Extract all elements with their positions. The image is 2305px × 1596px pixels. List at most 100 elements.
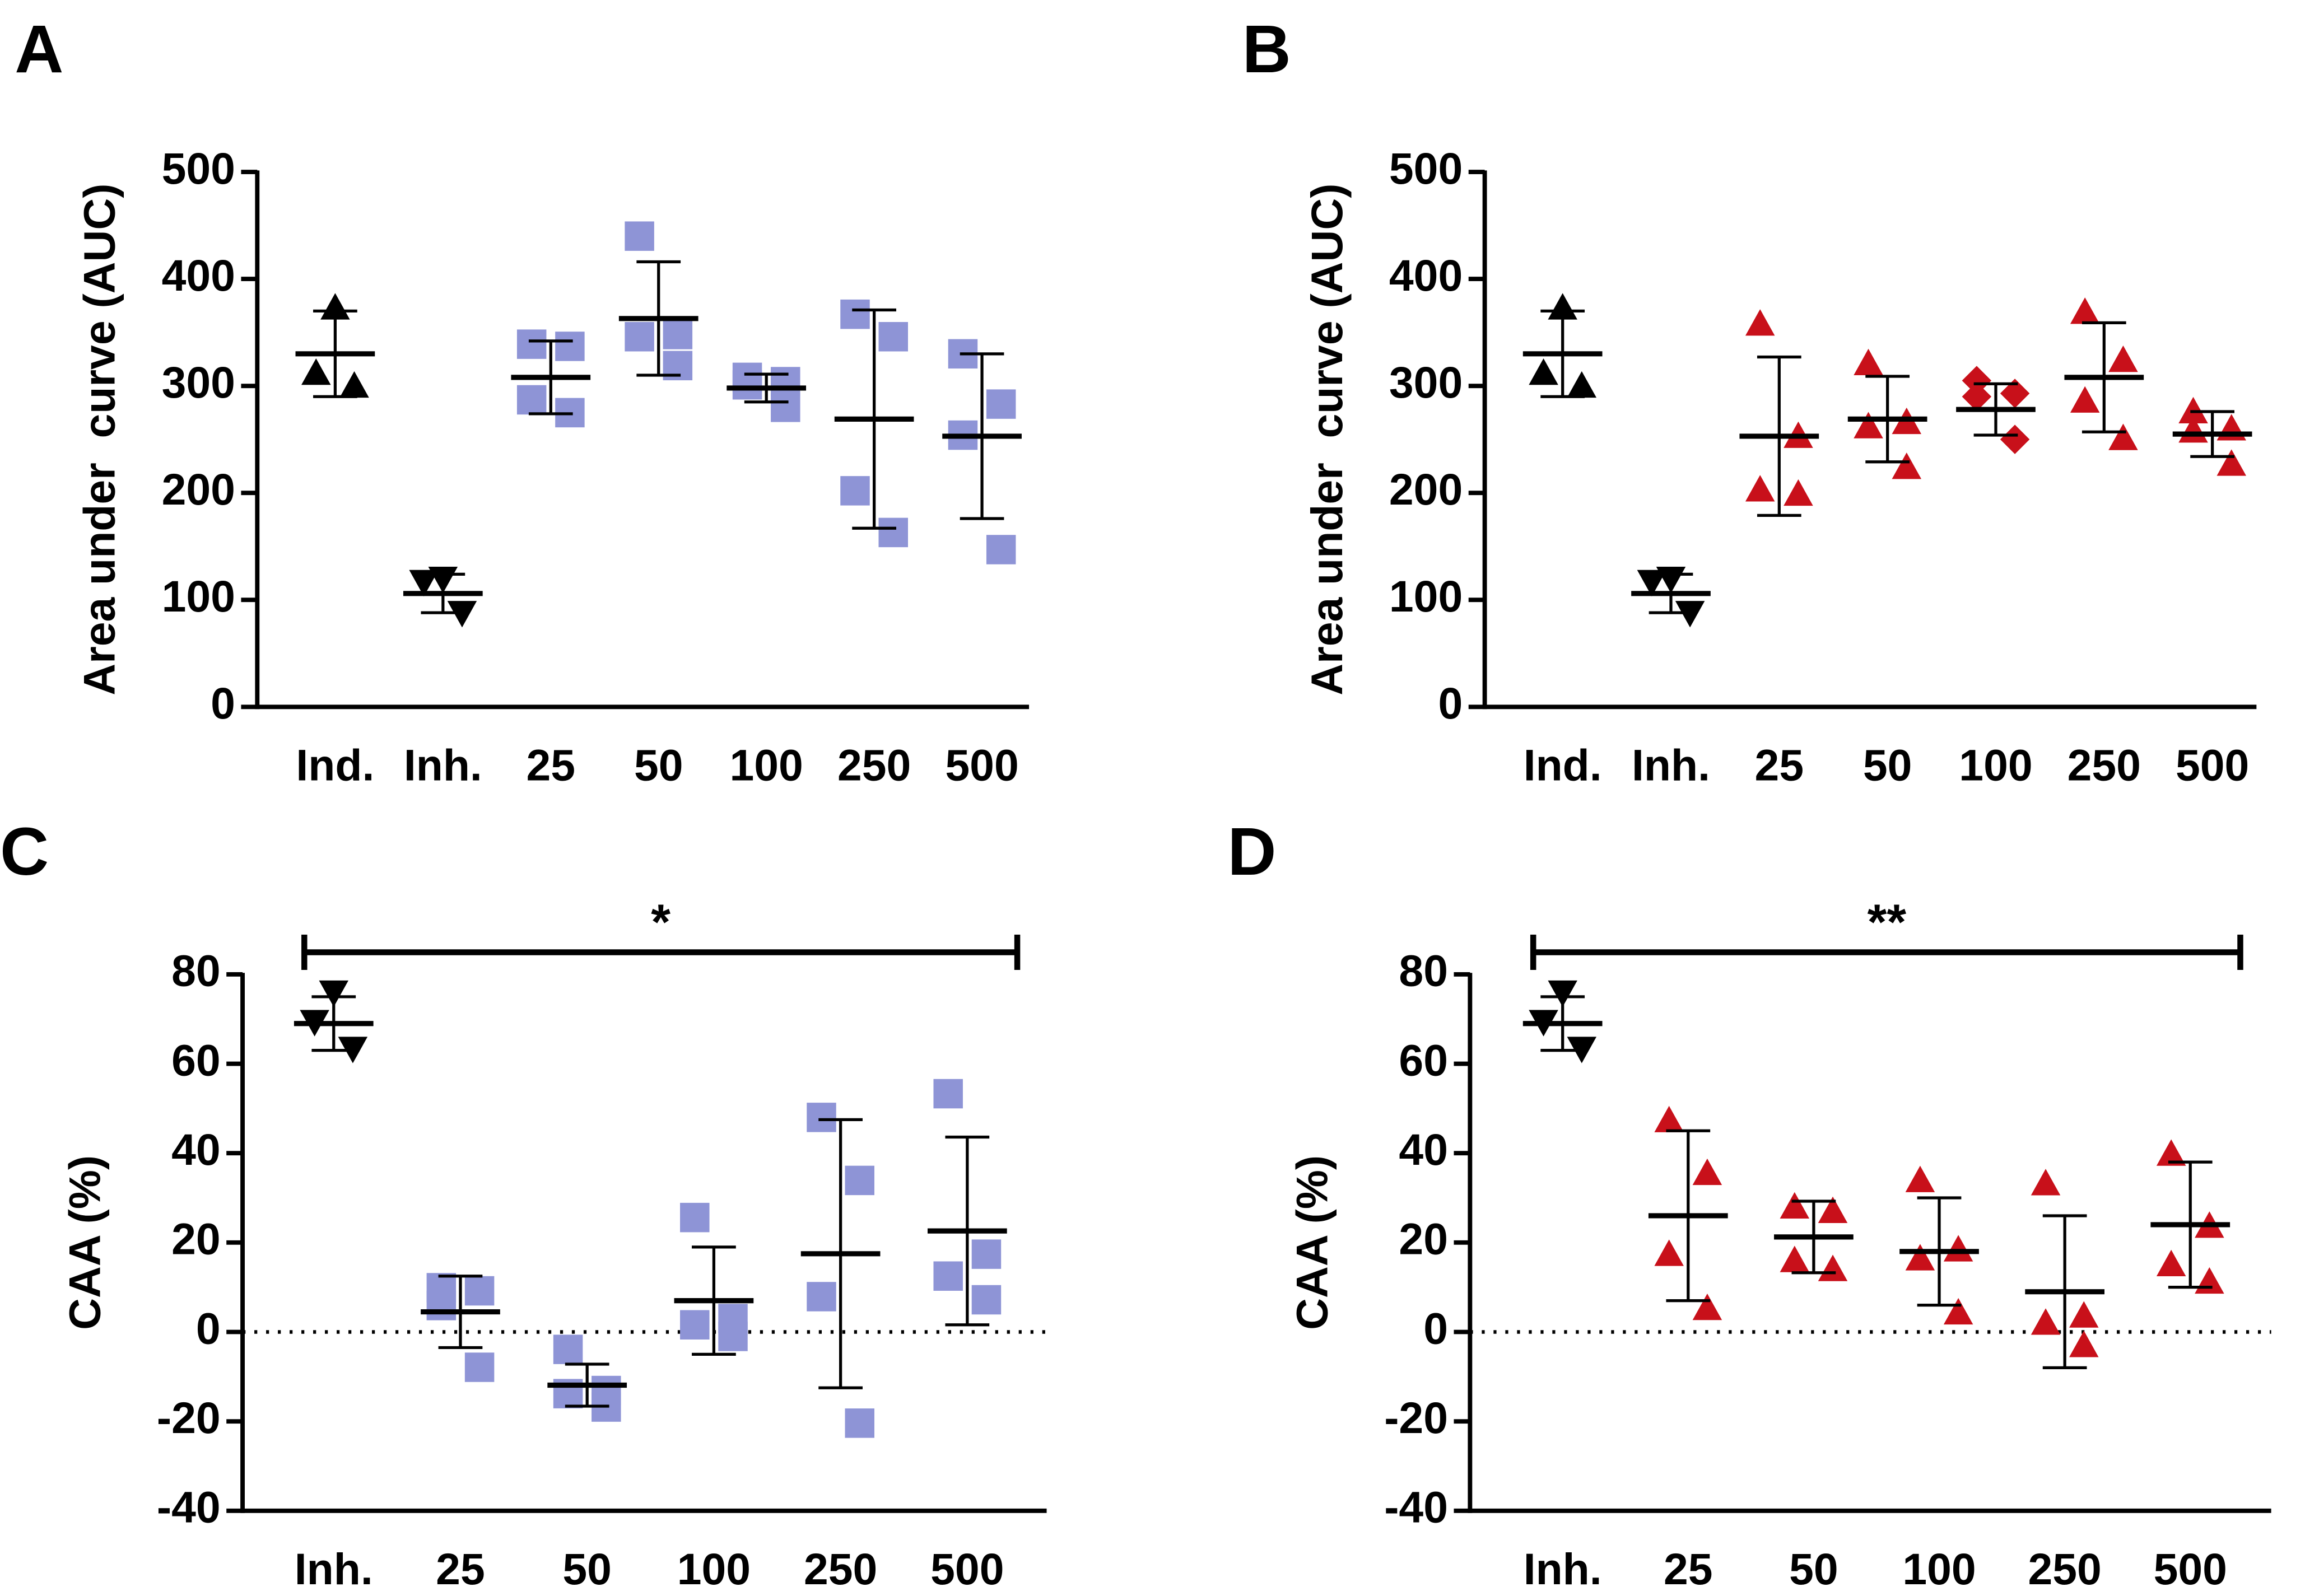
y-tick-label: 0 [1438,679,1463,728]
y-tick-label: 60 [171,1035,221,1085]
data-point [625,221,654,251]
x-tick-label: 50 [1863,740,1912,790]
data-point [301,358,331,385]
y-tick-label: 100 [162,572,235,621]
data-point [771,393,800,422]
data-point [1637,570,1667,597]
data-point [1745,475,1775,502]
data-point [555,332,585,361]
panel-label: C [0,814,49,889]
y-axis-label: Area under curve (AUC) [75,184,124,696]
panel-label: D [1227,814,1276,889]
data-point [516,329,547,359]
x-tick-label: 500 [2176,740,2249,790]
x-tick-label: 25 [527,740,576,790]
data-point [663,320,693,349]
data-point [933,1261,963,1291]
data-point [1780,1192,1810,1219]
data-point [1943,1235,1973,1262]
y-tick-label: -40 [157,1483,221,1532]
data-point [840,299,870,329]
data-point [625,322,654,352]
data-point [1943,1298,1973,1325]
data-point [845,1165,874,1196]
y-tick-label: -20 [1384,1393,1448,1443]
data-point [986,389,1016,419]
x-tick-label: 100 [1959,740,2032,790]
data-point [840,476,870,506]
data-point [1962,382,1992,412]
data-point [320,293,350,320]
y-tick-label: 40 [1399,1125,1448,1174]
data-point [2000,424,2030,454]
data-point [2156,1139,2186,1166]
x-tick-label: Inh. [295,1544,373,1594]
data-point [553,1334,583,1364]
y-tick-label: 80 [1399,946,1448,996]
y-tick-label: 0 [196,1304,221,1353]
data-point [771,367,800,396]
data-point [1654,1105,1684,1132]
data-point [971,1285,1002,1315]
x-tick-label: Inh. [1632,740,1710,790]
x-tick-label: Ind. [296,740,374,790]
x-tick-label: 500 [2154,1544,2227,1594]
data-point [2156,1249,2186,1276]
data-point [2070,386,2100,413]
x-tick-label: 250 [804,1544,877,1594]
x-tick-label: 100 [730,740,803,790]
y-tick-label: 200 [162,465,235,514]
data-point [2069,1331,2099,1357]
data-point [1692,1158,1722,1186]
y-tick-label: 300 [1389,358,1463,407]
x-tick-label: 250 [837,740,911,790]
data-point [464,1352,495,1382]
significance-label: * [651,894,670,950]
y-tick-label: 0 [1423,1304,1448,1353]
data-point [1654,1239,1684,1266]
data-point [680,1202,710,1233]
panel-label: A [15,11,63,87]
data-point [1529,358,1558,385]
panel-label: B [1242,11,1291,87]
data-point [2031,1169,2061,1196]
data-point [2069,1301,2099,1328]
data-point [1854,348,1883,376]
significance-label: ** [1868,894,1907,950]
x-tick-label: 250 [2067,740,2141,790]
y-axis-label: CAA (%) [1288,1155,1337,1330]
data-point [1784,479,1813,506]
y-tick-label: 300 [162,358,235,407]
x-tick-label: 50 [1789,1544,1838,1594]
x-tick-label: 500 [930,1544,1004,1594]
data-point [878,517,908,548]
y-tick-label: 500 [1389,144,1463,193]
data-point [464,1276,495,1306]
data-point [807,1282,836,1312]
data-point [2216,449,2246,476]
data-point [2195,1267,2224,1294]
data-point [2108,423,2138,450]
data-point [2070,297,2100,324]
x-tick-label: Ind. [1524,740,1602,790]
data-point [2108,346,2138,372]
x-tick-label: Inh. [404,740,482,790]
x-tick-label: Inh. [1524,1544,1602,1594]
data-point [1854,412,1883,438]
y-tick-label: 80 [171,946,221,996]
y-tick-label: 20 [171,1215,221,1264]
data-point [409,570,439,597]
data-point [933,1079,963,1109]
data-point [1818,1196,1848,1223]
y-tick-label: 400 [162,251,235,300]
x-tick-label: 100 [1902,1544,1976,1594]
x-tick-label: 100 [677,1544,751,1594]
data-point [878,322,908,352]
y-tick-label: 100 [1389,572,1463,621]
y-tick-label: 20 [1399,1215,1448,1264]
data-point [1692,1293,1722,1320]
data-point [1905,1244,1935,1271]
data-point [319,980,349,1007]
y-axis-label: CAA (%) [60,1155,109,1330]
data-point [718,1322,748,1351]
